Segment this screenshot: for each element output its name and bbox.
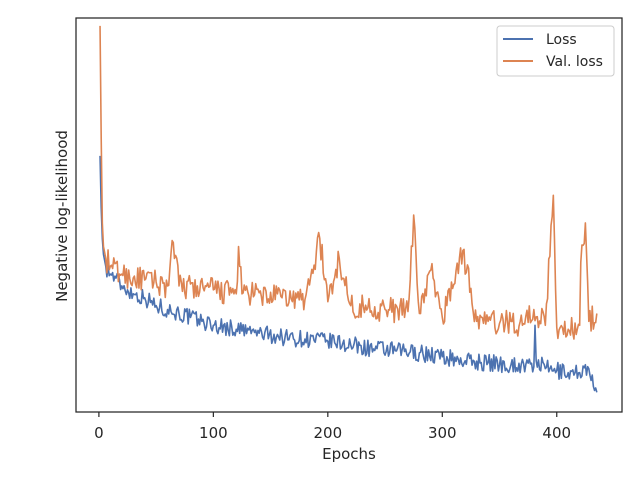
x-tick-label: 200	[314, 424, 343, 442]
legend: Loss Val. loss	[496, 25, 615, 77]
y-axis-label: Negative log-likelihood	[53, 130, 71, 302]
x-axis-label: Epochs	[322, 445, 376, 463]
x-axis-ticks: 0 100 200 300 400	[94, 412, 571, 442]
x-tick-label: 400	[542, 424, 571, 442]
series-line-val-loss	[99, 25, 598, 340]
legend-label: Val. loss	[546, 54, 603, 70]
series-line-loss	[99, 155, 598, 393]
x-tick-label: 100	[199, 424, 228, 442]
plot-frame	[75, 17, 623, 413]
plot-background	[76, 18, 622, 412]
legend-label: Loss	[546, 32, 577, 48]
x-tick-label: 0	[94, 424, 104, 442]
series-layer	[99, 25, 598, 393]
x-tick-label: 300	[428, 424, 457, 442]
